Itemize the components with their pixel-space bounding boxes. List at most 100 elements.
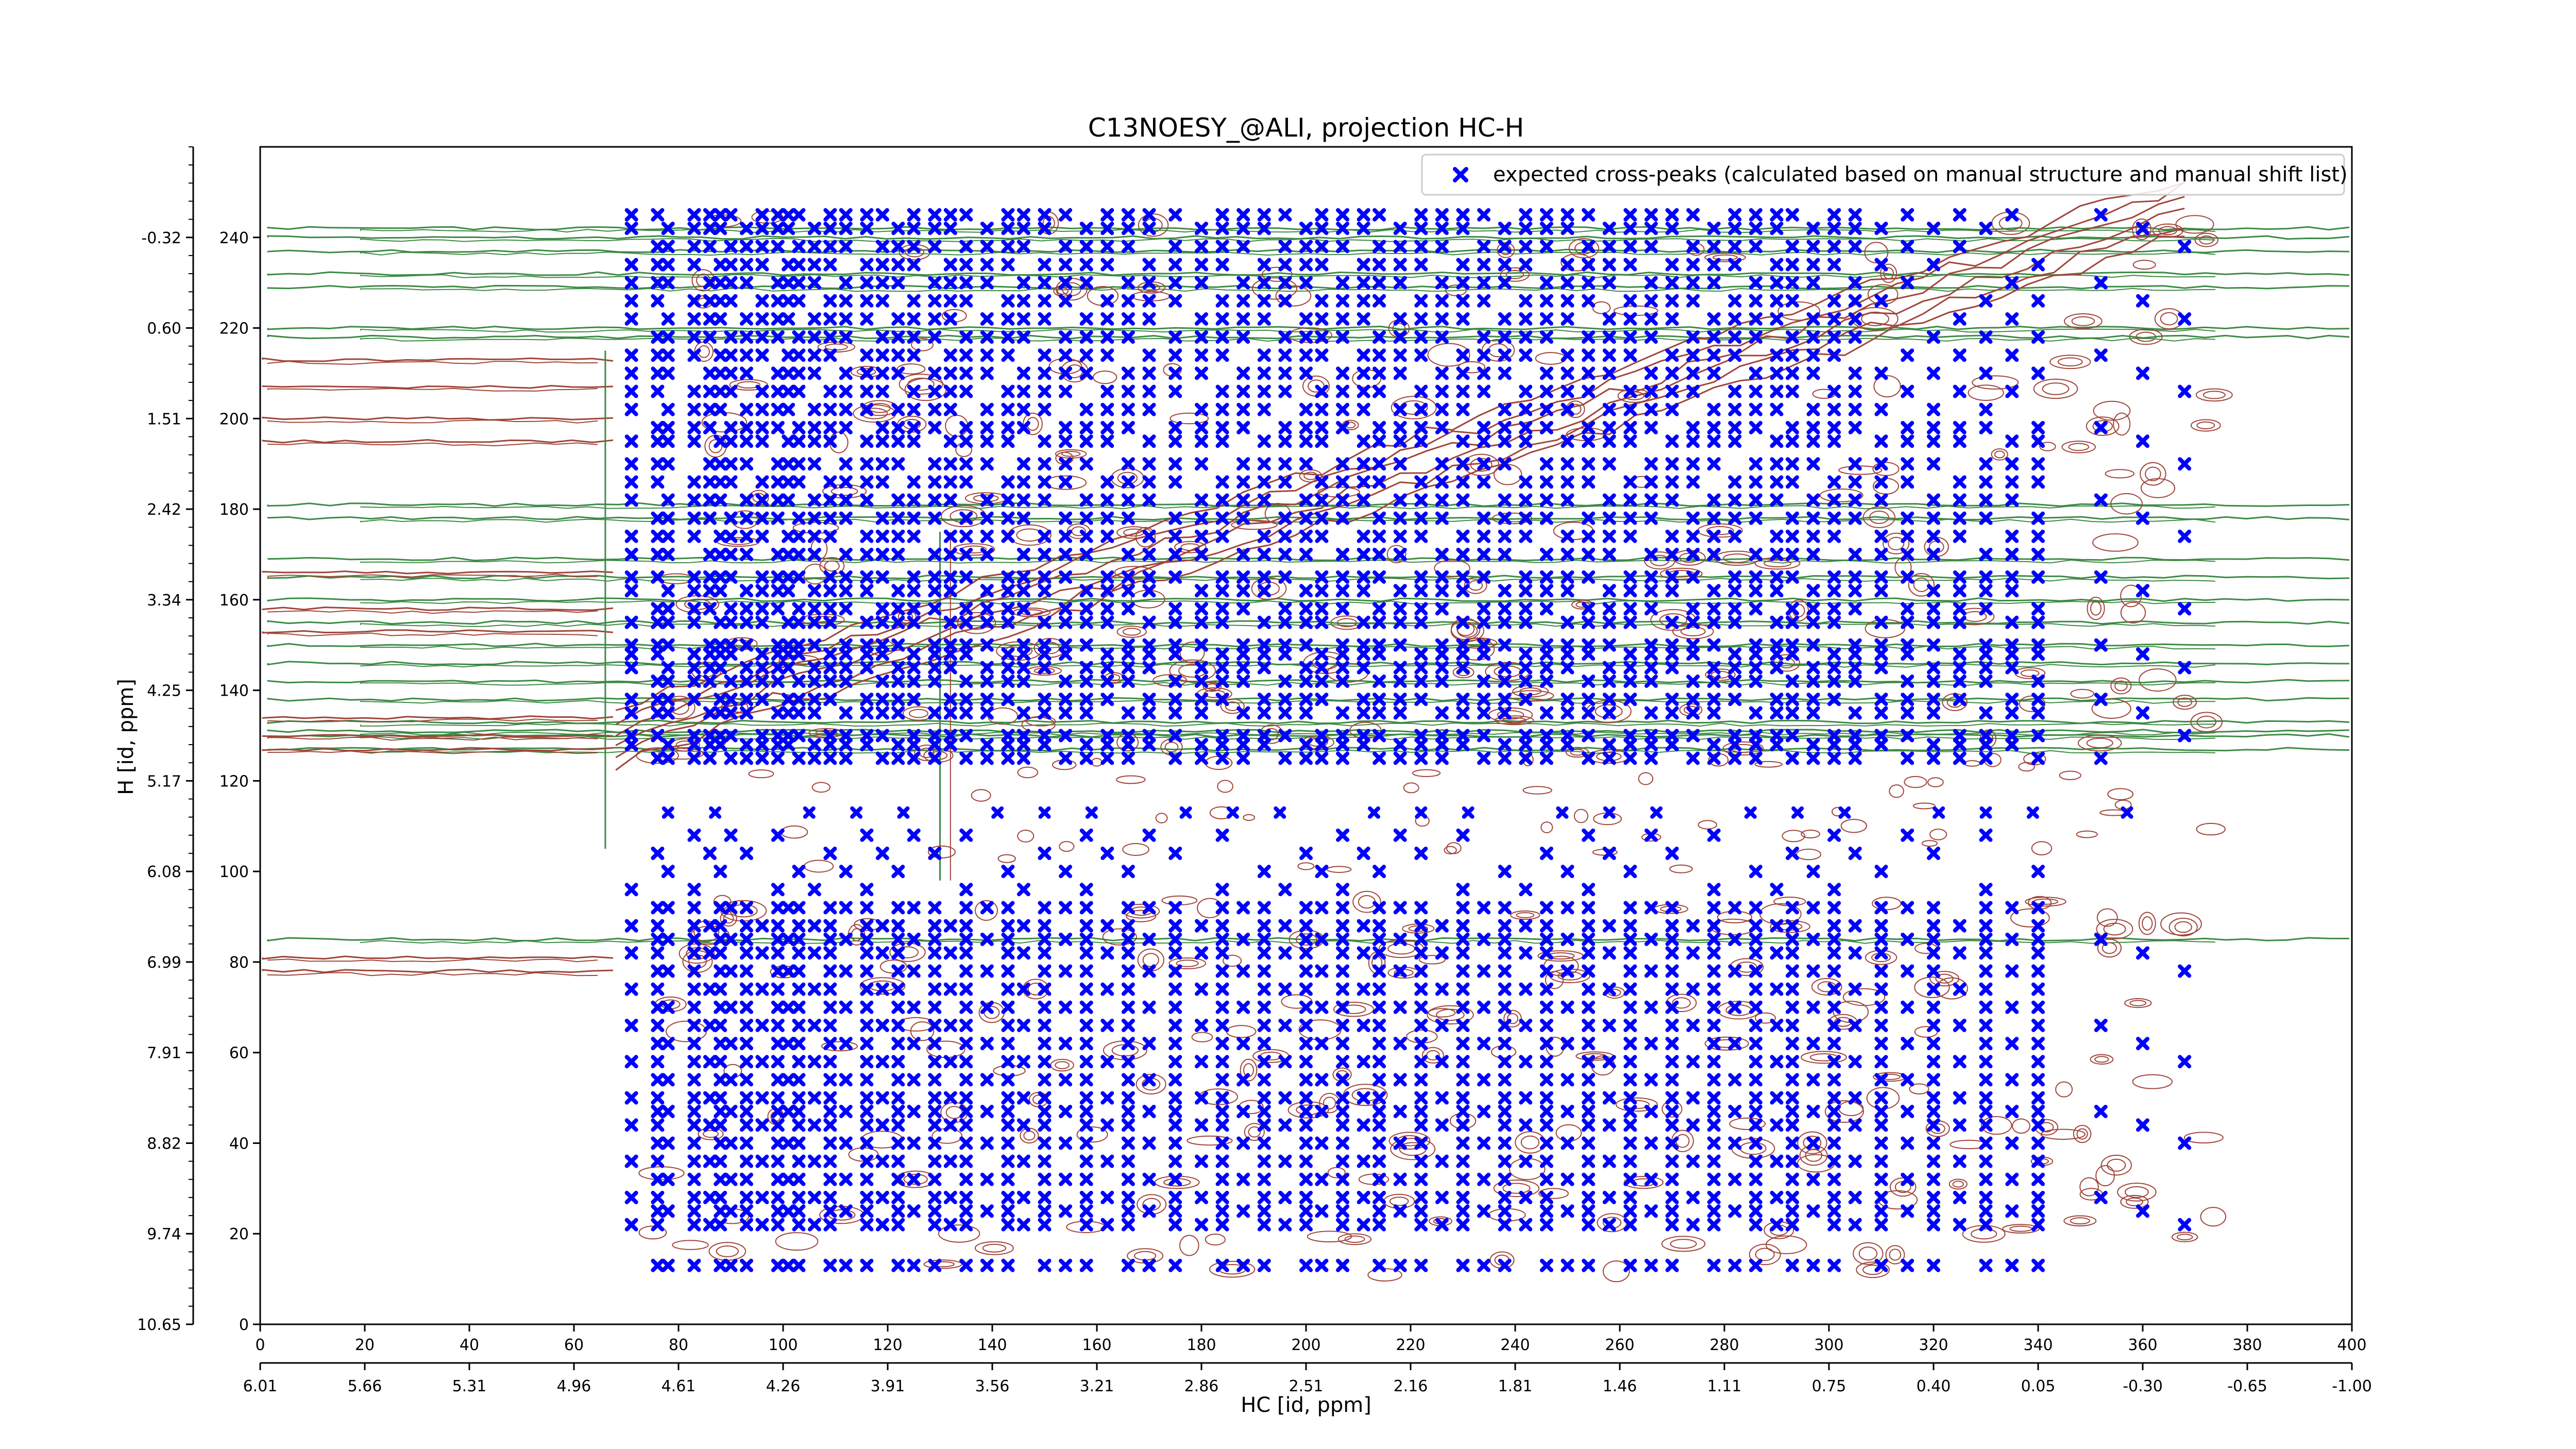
cross-peak-point <box>823 348 837 362</box>
cross-peak-point <box>907 208 921 222</box>
cross-peak-point <box>1001 1091 1015 1105</box>
cross-peak-point <box>1257 901 1271 915</box>
cross-peak-point <box>1414 932 1428 946</box>
cross-peak-point <box>1519 1055 1533 1069</box>
cross-peak-point <box>1195 1218 1208 1232</box>
cross-peak-point <box>1085 806 1098 819</box>
contour-line <box>267 972 598 976</box>
cross-peak-point <box>1602 222 1616 235</box>
cross-peak-point <box>1874 434 1888 448</box>
cross-peak-point <box>1016 511 1030 525</box>
cross-peak-point <box>1561 638 1574 652</box>
cross-peak-point <box>1456 932 1470 946</box>
y2-tick-label: 5.17 <box>147 772 181 790</box>
cross-peak-point <box>1770 661 1784 675</box>
cross-peak-point <box>1001 493 1015 507</box>
cross-peak-point <box>1168 1055 1182 1069</box>
cross-peak-point <box>1142 706 1156 720</box>
cross-peak-point <box>1827 402 1841 416</box>
cross-peak-point <box>1728 258 1742 272</box>
cross-peak-point <box>1168 276 1182 290</box>
peak-contour <box>1662 1100 1683 1118</box>
peak-contour <box>2142 916 2153 931</box>
cross-peak-point <box>1686 1218 1700 1232</box>
cross-peak-point <box>651 638 665 652</box>
x-tick-label: 400 <box>2337 1336 2366 1354</box>
cross-peak-point <box>703 729 717 743</box>
cross-peak-point <box>1953 570 1967 584</box>
cross-peak-point <box>1874 946 1888 960</box>
cross-peak-point <box>1519 294 1533 308</box>
peak-contour <box>1555 1124 1582 1142</box>
cross-peak-point <box>755 1118 769 1132</box>
peak-contour <box>1972 375 2019 390</box>
cross-peak-point <box>1414 493 1428 507</box>
cross-peak-point <box>928 982 942 996</box>
cross-peak-point <box>1603 806 1616 819</box>
cross-peak-point <box>891 661 905 675</box>
cross-peak-point <box>1168 420 1182 434</box>
cross-peak-point <box>1623 1000 1637 1014</box>
cross-peak-point <box>1215 1218 1229 1232</box>
cross-peak-point <box>624 919 638 933</box>
cross-peak-point <box>724 729 738 743</box>
cross-peak-point <box>1979 964 1993 978</box>
cross-peak-point <box>651 240 665 254</box>
cross-peak-point <box>980 1037 994 1051</box>
cross-peak-point <box>1215 384 1229 398</box>
cross-peak-point <box>1707 312 1721 326</box>
contour-line <box>267 516 2350 521</box>
cross-peak-point <box>1665 312 1679 326</box>
cross-peak-point <box>1728 1172 1742 1186</box>
cross-peak-point <box>1278 602 1292 616</box>
cross-peak-point <box>1874 402 1888 416</box>
cross-peak-point <box>1806 312 1820 326</box>
cross-peak-point <box>1038 932 1052 946</box>
cross-peak-point <box>739 1055 753 1069</box>
cross-peak-point <box>1539 384 1553 398</box>
cross-peak-point <box>1665 1091 1679 1105</box>
cross-peak-point <box>1561 865 1574 879</box>
cross-peak-point <box>1257 1104 1271 1118</box>
cross-peak-point <box>1561 729 1574 743</box>
cross-peak-point <box>782 661 795 675</box>
cross-peak-point <box>1806 1037 1820 1051</box>
cross-peak-point <box>1979 1136 1993 1150</box>
peak-contour <box>2196 715 2216 729</box>
cross-peak-point <box>1121 1091 1135 1105</box>
cross-peak-point <box>1927 1037 1940 1051</box>
cross-peak-point <box>1168 570 1182 584</box>
cross-peak-point <box>687 240 701 254</box>
cross-peak-point <box>2005 1073 2019 1087</box>
cross-peak-point <box>1539 547 1553 561</box>
cross-peak-point <box>807 312 821 326</box>
cross-peak-point <box>1519 1018 1533 1032</box>
cross-peak-point <box>1806 348 1820 362</box>
peak-contour <box>1093 370 1117 384</box>
peak-contour <box>853 404 896 423</box>
cross-peak-point <box>1561 1258 1574 1272</box>
cross-peak-point <box>1079 751 1093 765</box>
cross-peak-point <box>1195 1091 1208 1105</box>
cross-peak-point <box>1539 1091 1553 1105</box>
cross-peak-point <box>1519 584 1533 598</box>
cross-peak-point <box>1623 312 1637 326</box>
cross-peak-point <box>1519 982 1533 996</box>
cross-peak-point <box>1728 901 1742 915</box>
cross-peak-point <box>651 1104 665 1118</box>
cross-peak-point <box>2031 1073 2045 1087</box>
cross-peak-point <box>959 1190 973 1204</box>
cross-peak-point <box>1168 1204 1182 1218</box>
cross-peak-point <box>1749 638 1762 652</box>
peak-contour <box>1023 412 1043 435</box>
cross-peak-point <box>2136 946 2149 960</box>
cross-peak-point <box>807 240 821 254</box>
cross-peak-point <box>1357 919 1370 933</box>
cross-peak-point <box>1038 434 1052 448</box>
cross-peak-point <box>1728 208 1742 222</box>
cross-peak-point <box>1215 511 1229 525</box>
cross-peak-point <box>1336 932 1350 946</box>
cross-peak-point <box>1435 1055 1449 1069</box>
cross-peak-point <box>782 312 795 326</box>
peak-contour <box>1819 488 1863 502</box>
